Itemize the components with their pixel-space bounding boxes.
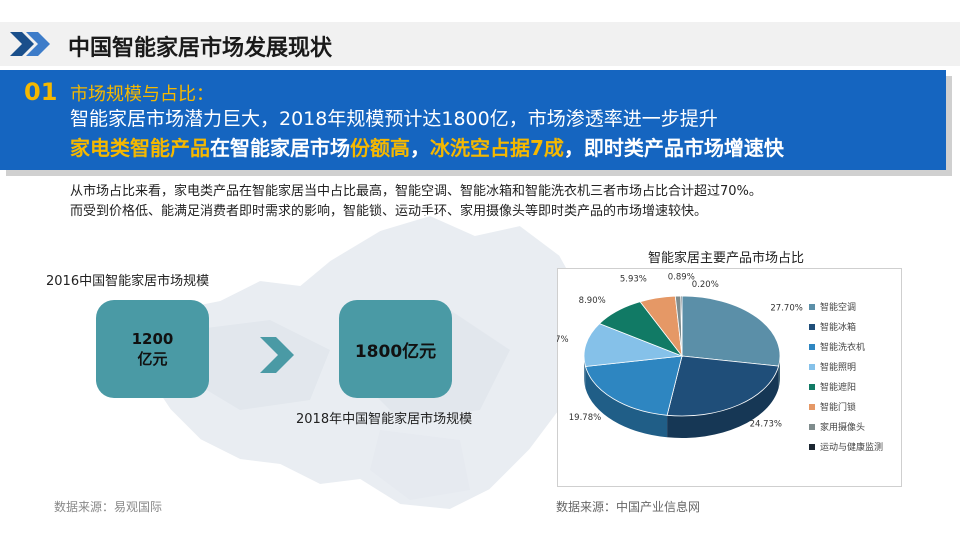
description-line: 而受到价格低、能满足消费者即时需求的影响，智能锁、运动手环、家用摄像头等即时类产… — [70, 204, 708, 219]
highlight-part: 冰洗空占据7成 — [430, 136, 564, 160]
chevron-right-icon — [10, 32, 50, 56]
highlight-part: ，即时类产品市场增速快 — [563, 136, 784, 160]
market-size-2016-label: 2016中国智能家居市场规模 — [46, 274, 210, 289]
pie-data-label: 24.73% — [750, 420, 782, 430]
legend-entry: 智能洗衣机 — [820, 341, 865, 353]
pie-data-label: 27.70% — [770, 303, 802, 313]
legend-swatch — [809, 444, 815, 450]
pie-data-label: 19.78% — [569, 413, 601, 423]
highlight-part: 份额高 — [350, 136, 410, 160]
summary-line: 智能家居市场潜力巨大，2018年规模预计达1800亿，市场渗透率进一步提升 — [70, 108, 718, 130]
legend-entry: 家用摄像头 — [820, 421, 865, 433]
pie-slice — [681, 295, 781, 367]
pie-slice-side — [667, 366, 779, 438]
page-title: 中国智能家居市场发展现状 — [68, 36, 333, 61]
legend-entry: 智能照明 — [820, 361, 856, 373]
source-note: 数据来源：易观国际 — [54, 500, 163, 514]
legend-swatch — [809, 404, 815, 410]
pie-chart: 27.70% 24.73% 19.78% 11.87% 8.90% 5.93% 0.89%0… — [557, 272, 883, 453]
legend-entry: 智能门锁 — [820, 401, 856, 413]
legend-entry: 智能冰箱 — [820, 321, 856, 333]
market-size-2018-label: 2018年中国智能家居市场规模 — [296, 412, 473, 427]
arrow-right-icon — [260, 337, 294, 373]
market-size-2018-value: 1800亿元 — [354, 341, 437, 362]
legend-swatch — [809, 344, 815, 350]
pie-data-label: 8.90% — [579, 296, 606, 306]
highlight-part: ， — [410, 136, 430, 160]
pie-slice — [584, 355, 683, 416]
pie-slice-side — [585, 366, 668, 438]
pie-slice — [680, 295, 683, 357]
chart-title: 智能家居主要产品市场占比 — [648, 251, 805, 266]
legend-entry: 智能空调 — [820, 301, 856, 313]
pie-slice — [583, 323, 683, 367]
legend-swatch — [809, 424, 815, 430]
section-number: 01 — [24, 78, 58, 106]
section-heading: 市场规模与占比： — [70, 84, 214, 105]
legend-swatch — [809, 364, 815, 370]
description-line: 从市场占比来看，家电类产品在智能家居当中占比最高，智能空调、智能冰箱和智能洗衣机… — [70, 184, 762, 199]
pie-data-label: 11.87% — [557, 335, 569, 345]
chart-source-note: 数据来源：中国产业信息网 — [556, 500, 701, 514]
highlight-part: 在智能家居市场 — [210, 136, 350, 160]
legend-swatch — [809, 304, 815, 310]
summary-highlight: 家电类智能产品在智能家居市场份额高，冰洗空占据7成，即时类产品市场增速快 — [70, 132, 784, 161]
market-size-2016-box: 1200 亿元 — [96, 300, 209, 398]
market-size-2018-box: 1800亿元 — [339, 300, 452, 398]
legend-entry: 智能遮阳 — [820, 381, 856, 393]
market-size-2016-value: 1200 — [131, 330, 174, 348]
pie-data-label: 0.89% — [668, 272, 695, 282]
legend-swatch — [809, 324, 815, 330]
highlight-part: 家电类智能产品 — [70, 136, 210, 160]
legend-entry: 运动与健康监测 — [820, 441, 883, 453]
pie-slice — [666, 355, 780, 417]
legend-swatch — [809, 384, 815, 390]
pie-slice-side — [584, 356, 586, 389]
pie-data-label: 0.20% — [692, 280, 719, 290]
pie-slice-side — [778, 356, 780, 389]
pie-data-label: 5.93% — [620, 275, 647, 285]
summary-banner — [0, 70, 946, 170]
header-bar — [0, 22, 960, 66]
market-size-2016-unit: 亿元 — [137, 350, 168, 368]
